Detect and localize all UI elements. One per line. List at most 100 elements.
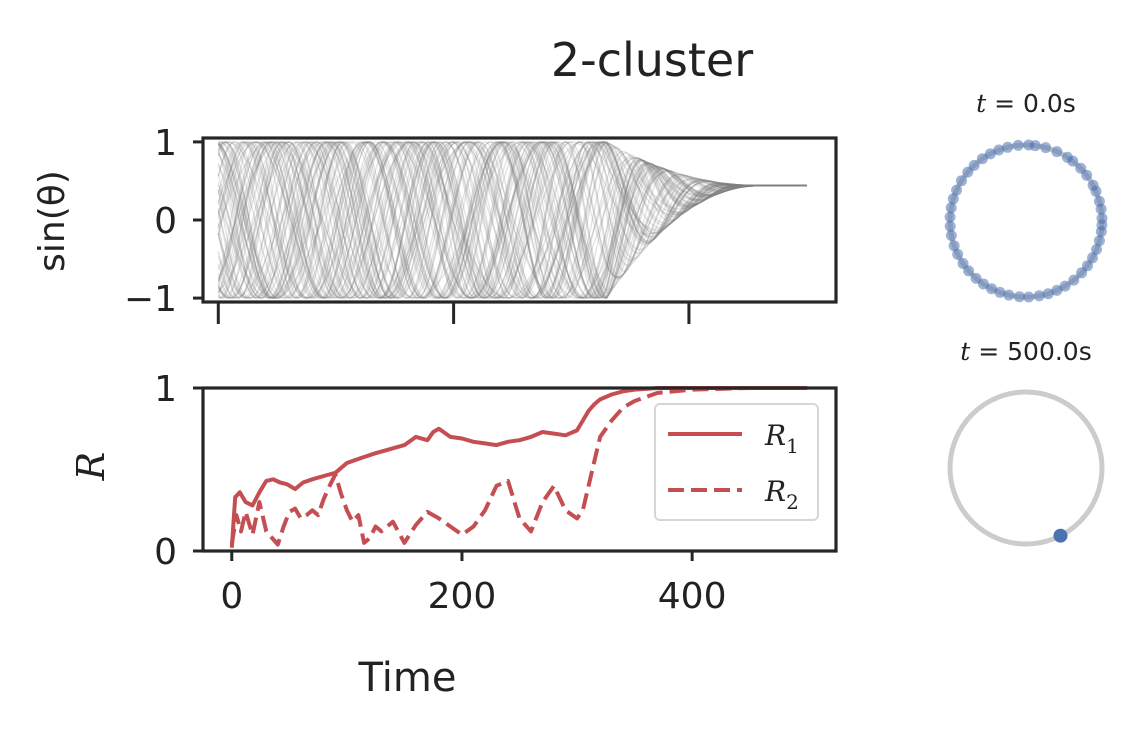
- phase-line: [217, 141, 807, 299]
- oscillator-point: [984, 148, 996, 160]
- phase-line: [217, 141, 807, 299]
- phase-line: [217, 141, 807, 299]
- phase-line: [218, 141, 807, 299]
- phase-line: [217, 141, 807, 299]
- series-line-r1: [229, 386, 808, 548]
- y-axis-label: sin(θ): [32, 170, 73, 272]
- y-tick-label: −1: [124, 279, 177, 320]
- phase-line: [217, 141, 807, 299]
- phase-line: [217, 141, 807, 299]
- phase-line: [217, 141, 807, 299]
- phase-line: [217, 141, 807, 299]
- oscillator-point: [1082, 260, 1093, 272]
- phase-line: [217, 141, 807, 299]
- phase-line: [217, 141, 807, 299]
- phase-line: [217, 141, 807, 299]
- phase-line: [217, 141, 807, 299]
- y-tick-label: 0: [154, 532, 177, 573]
- oscillator-point: [1087, 179, 1099, 191]
- phase-line: [217, 141, 807, 299]
- phase-line: [217, 141, 807, 299]
- unit-circle: [947, 389, 1105, 547]
- phase-line: [217, 141, 807, 299]
- phase-line: [217, 141, 807, 299]
- phase-line: [217, 141, 807, 299]
- oscillator-point: [1061, 151, 1073, 163]
- phase-line: [217, 141, 807, 299]
- oscillator-point: [944, 220, 956, 232]
- phase-line: [217, 141, 807, 299]
- oscillator-point: [951, 184, 963, 196]
- phase-line: [217, 141, 807, 299]
- circle-title-value: = 500.0s: [970, 337, 1091, 366]
- phase-line: [217, 141, 807, 300]
- oscillator-point: [947, 193, 959, 205]
- phase-line: [217, 141, 807, 299]
- oscillator-point: [1051, 146, 1063, 158]
- oscillator-point: [944, 211, 956, 223]
- oscillator-point: [1053, 528, 1068, 543]
- phase-line: [217, 141, 807, 299]
- oscillator-point: [1093, 195, 1105, 207]
- circle-panel-end: t = 500.0s: [947, 337, 1105, 547]
- y-tick-label: 1: [154, 123, 177, 164]
- oscillator-point: [1033, 290, 1045, 302]
- phase-line: [217, 141, 807, 299]
- phase-line: [217, 141, 807, 299]
- phase-line: [217, 141, 807, 299]
- phase-line: [217, 141, 807, 299]
- phase-line: [217, 141, 807, 299]
- oscillator-point: [1087, 252, 1098, 264]
- phase-line: [217, 141, 807, 299]
- phase-line: [217, 141, 807, 299]
- phase-line: [218, 141, 807, 299]
- figure-title: 2-cluster: [551, 33, 753, 87]
- phase-line: [217, 141, 807, 299]
- oscillator-point: [952, 248, 964, 260]
- phase-line: [217, 141, 807, 299]
- oscillator-point: [1051, 284, 1063, 296]
- circle-title-var: t: [960, 337, 971, 366]
- phase-line: [217, 141, 807, 299]
- phase-line: [217, 141, 807, 299]
- phase-line: [217, 141, 807, 299]
- oscillator-point: [1023, 291, 1035, 303]
- circle-panel-start: t = 0.0s: [944, 89, 1108, 303]
- phase-line: [217, 141, 807, 299]
- circle-title: t = 500.0s: [960, 337, 1091, 366]
- phase-line: [217, 141, 807, 299]
- y-axis-label: R: [69, 452, 113, 482]
- oscillator-point: [945, 230, 957, 241]
- oscillator-point: [1096, 219, 1108, 231]
- oscillator-point: [1042, 288, 1054, 300]
- phase-line: [218, 141, 807, 299]
- circle-title: t = 0.0s: [976, 89, 1076, 118]
- phase-line: [217, 141, 807, 299]
- phase-line: [217, 141, 807, 299]
- phase-line: [217, 141, 807, 299]
- phase-line: [217, 141, 807, 299]
- oscillator-point: [1040, 142, 1052, 154]
- oscillator-point: [986, 283, 997, 295]
- phase-line: [217, 141, 807, 299]
- phase-line: [217, 141, 807, 299]
- oscillator-point: [963, 265, 975, 277]
- x-tick-label: 0: [220, 576, 243, 617]
- phase-line: [217, 141, 807, 299]
- phase-line: [217, 141, 807, 299]
- phase-line: [217, 141, 807, 299]
- oscillator-point: [1091, 244, 1102, 255]
- legend-subscript: 2: [786, 490, 799, 514]
- oscillator-point: [948, 240, 960, 252]
- oscillator-point: [1002, 141, 1014, 153]
- oscillator-point: [1059, 280, 1071, 292]
- oscillator-point: [994, 286, 1006, 298]
- phase-line: [217, 141, 807, 299]
- phase-line: [217, 141, 807, 299]
- x-tick-label: 400: [658, 576, 727, 617]
- oscillator-point: [1075, 162, 1087, 174]
- y-tick-label: 1: [154, 369, 177, 410]
- circle-title-var: t: [976, 89, 987, 118]
